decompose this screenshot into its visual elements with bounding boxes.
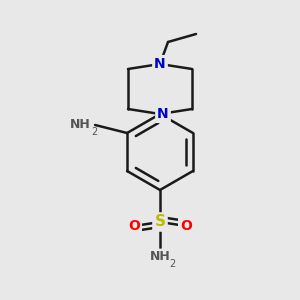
Text: NH: NH: [150, 250, 170, 263]
Text: O: O: [128, 219, 140, 233]
Text: 2: 2: [91, 127, 97, 137]
Text: 2: 2: [169, 259, 175, 269]
Text: O: O: [180, 219, 192, 233]
Text: S: S: [154, 214, 166, 230]
Text: N: N: [154, 57, 166, 71]
Text: N: N: [157, 107, 169, 121]
Text: NH: NH: [70, 118, 91, 131]
